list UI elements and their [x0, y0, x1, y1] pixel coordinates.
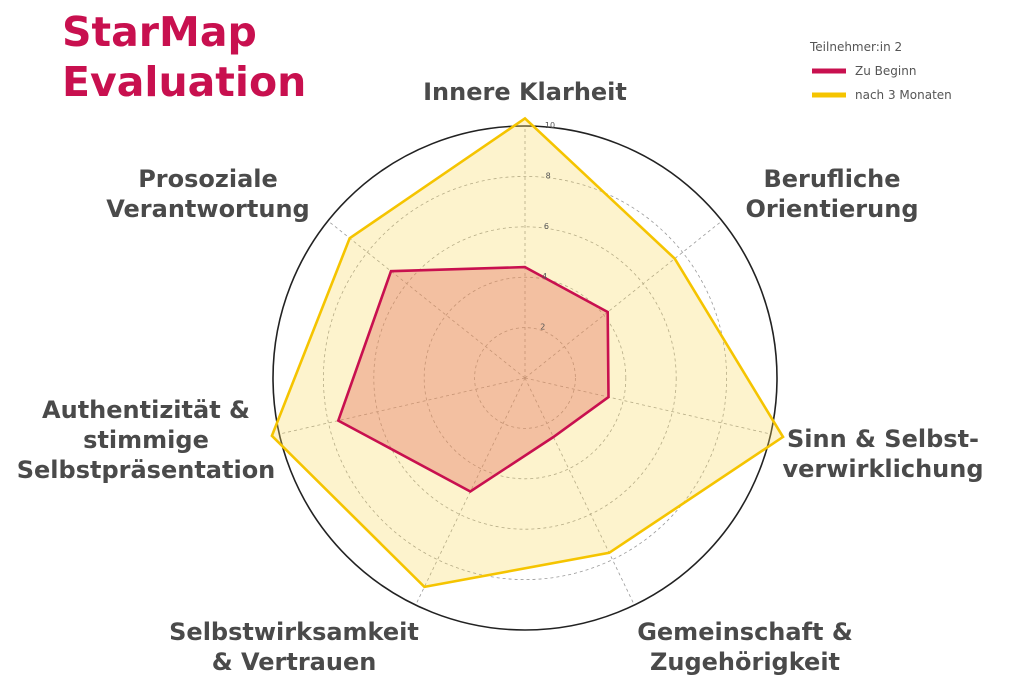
axis-label-line: Gemeinschaft &: [637, 618, 853, 646]
axis-label-line: Selbstwirksamkeit: [169, 618, 419, 646]
axis-spoke: [524, 377, 635, 606]
tick-label: 10: [545, 121, 555, 130]
axis-spoke: [327, 220, 526, 379]
axis-spoke: [524, 377, 771, 435]
tick-label: 2: [540, 323, 545, 332]
grid-ring: [373, 226, 677, 530]
axis-label-line: Prosoziale: [138, 165, 278, 193]
tick-label: 6: [544, 222, 549, 231]
outer-ring: [272, 125, 778, 631]
axis-label-line: Berufliche: [763, 165, 900, 193]
axis-label-line: Innere Klarheit: [423, 78, 627, 106]
axis-label-line: Sinn & Selbst-: [787, 425, 979, 453]
axis-label: Gemeinschaft & Zugehörigkeit: [637, 618, 853, 676]
radar-series-group: [270, 116, 785, 589]
axis-label: Berufliche Orientierung: [746, 165, 919, 223]
axis-label: Sinn & Selbst-verwirklichung: [782, 425, 983, 483]
legend: Teilnehmer:in 2 Zu Beginn nach 3 Monaten: [809, 40, 952, 102]
radar-grid: [272, 125, 778, 631]
legend-entry: nach 3 Monaten: [855, 88, 952, 102]
axis-label-line: Verantwortung: [106, 195, 309, 223]
series-polygon-nach-3-monaten: [270, 116, 785, 589]
axis-label-line: Authentizität &: [42, 396, 250, 424]
tick-label: 8: [546, 171, 551, 180]
axis-label-line: Zugehörigkeit: [650, 648, 840, 676]
tick-label-group: 2 4 6 8 10: [540, 121, 555, 332]
axis-label: Authentizität & stimmige Selbstpräsentatio…: [17, 396, 276, 484]
axis-label-line: Orientierung: [746, 195, 919, 223]
axis-label: Prosoziale Verantwortung: [106, 165, 309, 223]
legend-entry: Zu Beginn: [855, 64, 916, 78]
axis-spoke: [279, 377, 526, 435]
axis-label-line: & Vertrauen: [212, 648, 377, 676]
axis-label: Selbstwirksamkeit & Vertrauen: [169, 618, 419, 676]
axis-label-line: stimmige: [83, 426, 209, 454]
axis-label: Innere Klarheit: [423, 78, 627, 106]
axis-spoke: [524, 220, 723, 379]
chart-title-line-2: Evaluation: [62, 58, 307, 106]
series-polygon-zu-beginn: [336, 265, 610, 494]
chart-title-line-1: StarMap: [62, 8, 257, 56]
tick-label: 4: [542, 272, 547, 281]
axis-spoke: [415, 377, 526, 606]
grid-ring: [423, 276, 627, 480]
axis-label-group: Innere Klarheit Berufliche Orientierung Sin…: [17, 78, 984, 676]
grid-ring: [322, 175, 728, 581]
grid-ring: [474, 327, 576, 429]
legend-title: Teilnehmer:in 2: [809, 40, 902, 54]
axis-label-line: Selbstpräsentation: [17, 456, 276, 484]
axis-label-line: verwirklichung: [782, 455, 983, 483]
